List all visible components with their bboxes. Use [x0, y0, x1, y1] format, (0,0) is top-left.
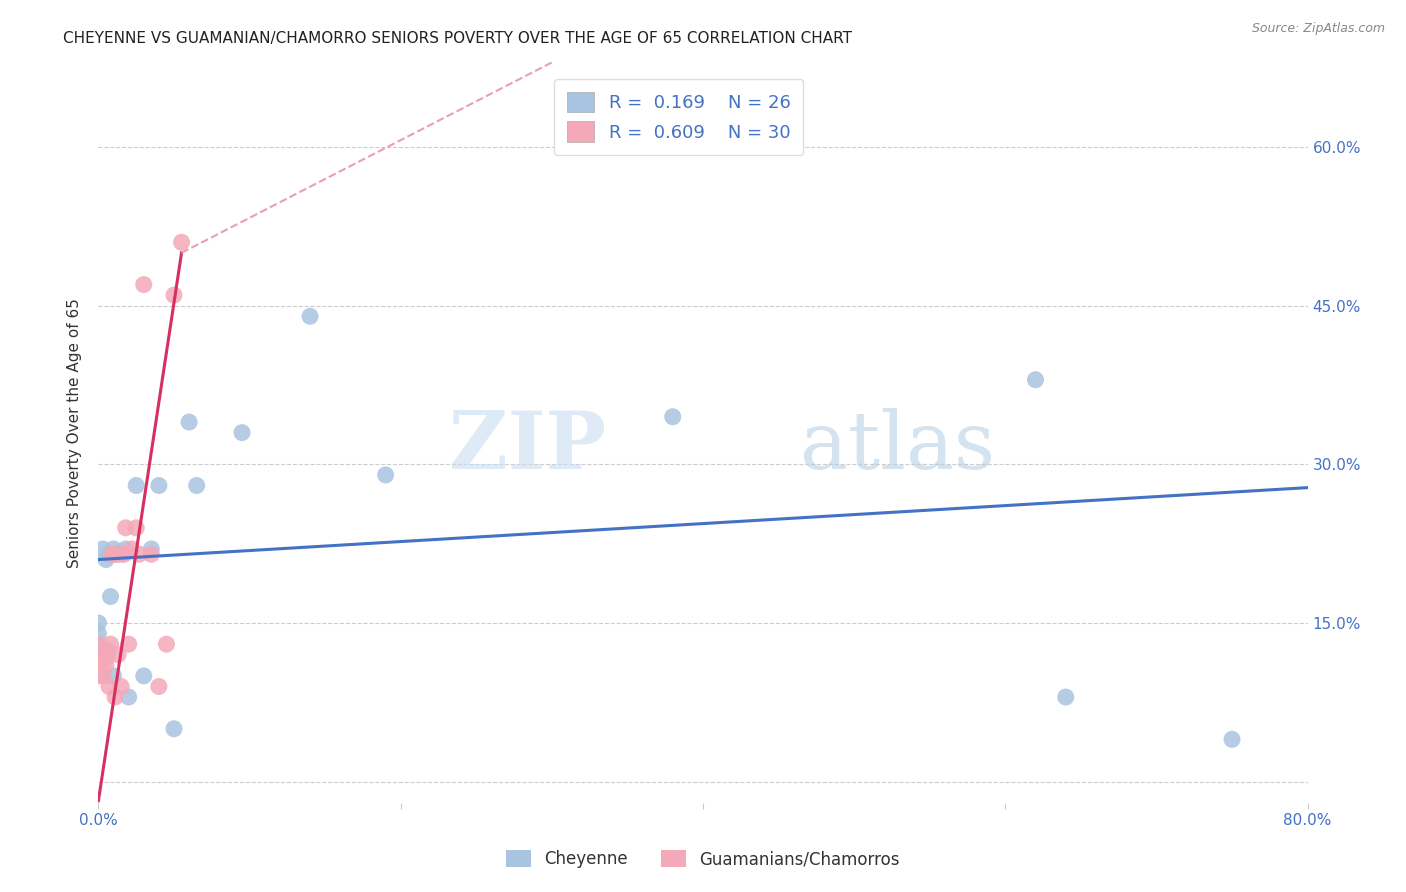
- Point: [103, 547, 125, 561]
- Point: [94, 552, 117, 566]
- Point: [103, 541, 125, 556]
- Point: [170, 235, 193, 250]
- Point: [141, 547, 163, 561]
- Point: [118, 690, 141, 704]
- Point: [141, 541, 163, 556]
- Point: [121, 541, 143, 556]
- Point: [105, 547, 128, 561]
- Point: [87, 669, 110, 683]
- Point: [163, 722, 186, 736]
- Point: [114, 541, 136, 556]
- Point: [87, 658, 110, 673]
- Legend: Cheyenne, Guamanians/Chamorros: Cheyenne, Guamanians/Chamorros: [499, 843, 907, 875]
- Point: [186, 478, 208, 492]
- Point: [118, 637, 141, 651]
- Point: [132, 669, 155, 683]
- Point: [91, 541, 114, 556]
- Point: [231, 425, 253, 440]
- Point: [98, 547, 121, 561]
- Point: [87, 648, 110, 662]
- Point: [128, 547, 150, 561]
- Point: [110, 680, 132, 694]
- Point: [94, 642, 117, 657]
- Legend: R =  0.169    N = 26, R =  0.609    N = 30: R = 0.169 N = 26, R = 0.609 N = 30: [554, 78, 803, 155]
- Point: [93, 653, 115, 667]
- Point: [163, 288, 186, 302]
- Point: [96, 648, 118, 662]
- Point: [104, 690, 127, 704]
- Point: [114, 521, 136, 535]
- Point: [148, 680, 170, 694]
- Point: [179, 415, 201, 429]
- Point: [661, 409, 683, 424]
- Point: [112, 547, 135, 561]
- Point: [98, 680, 121, 694]
- Point: [105, 547, 128, 561]
- Text: atlas: atlas: [800, 409, 995, 486]
- Point: [148, 478, 170, 492]
- Point: [1220, 732, 1243, 747]
- Point: [87, 637, 110, 651]
- Point: [107, 648, 129, 662]
- Text: ZIP: ZIP: [450, 409, 606, 486]
- Point: [87, 626, 110, 640]
- Point: [103, 669, 125, 683]
- Point: [100, 590, 122, 604]
- Point: [132, 277, 155, 292]
- Point: [94, 658, 117, 673]
- Point: [100, 637, 122, 651]
- Point: [125, 478, 148, 492]
- Point: [101, 547, 124, 561]
- Point: [155, 637, 177, 651]
- Point: [91, 669, 114, 683]
- Point: [374, 467, 396, 482]
- Point: [1024, 373, 1046, 387]
- Y-axis label: Seniors Poverty Over the Age of 65: Seniors Poverty Over the Age of 65: [67, 298, 83, 567]
- Point: [299, 310, 322, 324]
- Point: [125, 521, 148, 535]
- Point: [87, 615, 110, 630]
- Text: CHEYENNE VS GUAMANIAN/CHAMORRO SENIORS POVERTY OVER THE AGE OF 65 CORRELATION CH: CHEYENNE VS GUAMANIAN/CHAMORRO SENIORS P…: [63, 31, 852, 46]
- Point: [87, 637, 110, 651]
- Point: [110, 547, 132, 561]
- Point: [90, 648, 112, 662]
- Text: Source: ZipAtlas.com: Source: ZipAtlas.com: [1251, 22, 1385, 36]
- Point: [1054, 690, 1077, 704]
